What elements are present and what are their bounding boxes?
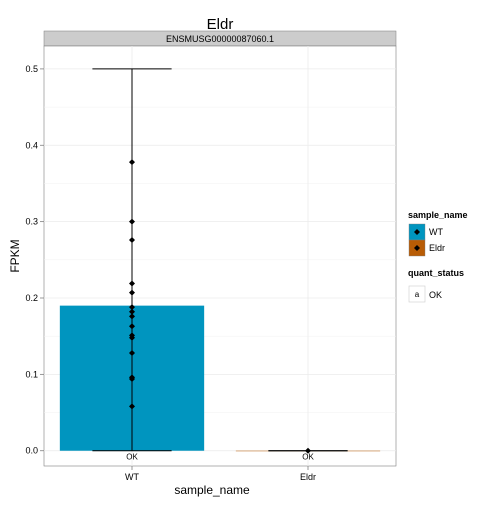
legend-key-ok-glyph: a (415, 290, 420, 299)
x-axis: WT Eldr (125, 466, 316, 482)
data-point-wt (129, 349, 135, 356)
legend-key-ok (408, 285, 426, 303)
legend-label-ok: OK (429, 290, 442, 300)
data-point-wt (129, 218, 135, 225)
data-point-wt (129, 313, 135, 320)
x-axis-title: sample_name (174, 483, 250, 497)
data-point-wt (129, 159, 135, 166)
facet-label: ENSMUSG00000087060.1 (166, 34, 274, 44)
data-point-wt (129, 308, 135, 315)
data-point-wt (129, 334, 135, 341)
legend-label-wt: WT (429, 227, 443, 237)
data-point-eldr (305, 447, 311, 454)
legend-key-wt-point (414, 229, 420, 235)
data-point-wt (129, 289, 135, 296)
bar-status-label: OK (302, 453, 314, 462)
legend-fill-title: sample_name (408, 210, 468, 220)
point-layer (129, 159, 311, 454)
data-point-wt (129, 375, 135, 382)
y-axis-title: FPKM (8, 239, 22, 272)
x-tick-label: Eldr (300, 472, 316, 482)
data-point-wt (129, 304, 135, 311)
data-point-wt (129, 323, 135, 330)
legend: sample_name WT Eldr quant_status a OK (408, 210, 468, 303)
y-tick-label: 0.1 (25, 369, 38, 379)
bar-status-label: OK (126, 453, 138, 462)
x-tick-label: WT (125, 472, 139, 482)
bar-label-layer: OK OK (126, 453, 314, 462)
legend-key-eldr-point (414, 245, 420, 251)
chart-title: Eldr (207, 16, 234, 33)
y-tick-label: 0.2 (25, 293, 38, 303)
legend-label-eldr: Eldr (429, 243, 445, 253)
y-tick-label: 0.4 (25, 140, 38, 150)
data-point-wt (129, 403, 135, 410)
y-tick-label: 0.3 (25, 217, 38, 227)
data-point-wt (129, 236, 135, 243)
y-tick-label: 0.5 (25, 64, 38, 74)
legend-status-title: quant_status (408, 268, 464, 278)
y-tick-label: 0.0 (25, 446, 38, 456)
data-point-wt (129, 280, 135, 287)
y-axis: 0.0 0.1 0.2 0.3 0.4 0.5 (25, 64, 44, 456)
